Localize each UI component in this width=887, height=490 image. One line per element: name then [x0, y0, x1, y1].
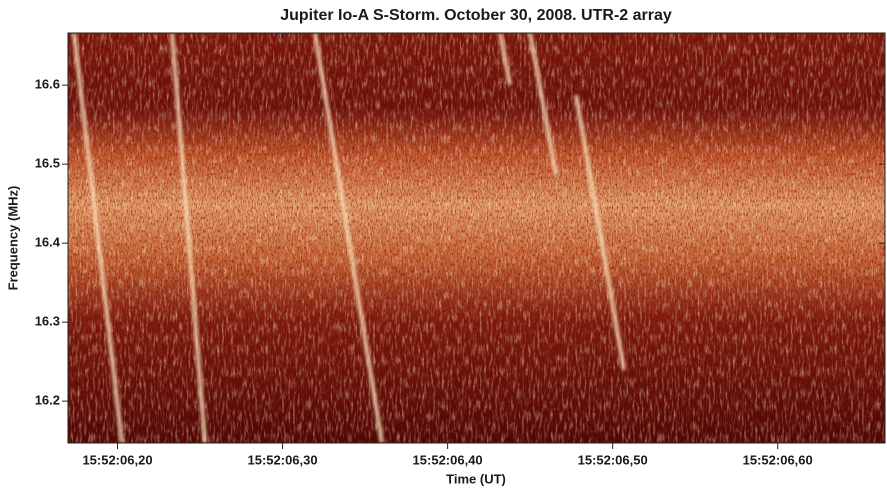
y-tick-label: 16.5: [35, 156, 60, 171]
x-tick-label: 15:52:06,30: [248, 452, 318, 467]
y-tick-label: 16.4: [35, 235, 61, 250]
x-tick-label: 15:52:06,50: [578, 452, 648, 467]
y-tick-label: 16.6: [35, 77, 60, 92]
x-axis-label: Time (UT): [446, 471, 506, 486]
y-tick-label: 16.2: [35, 393, 60, 408]
x-tick-label: 15:52:06,60: [743, 452, 813, 467]
spectrogram-image: [68, 33, 885, 443]
y-tick-label: 16.3: [35, 314, 60, 329]
y-axis-label: Frequency (MHz): [5, 186, 20, 291]
chart-title: Jupiter Io-A S-Storm. October 30, 2008. …: [280, 7, 672, 24]
plot-frame: [67, 32, 886, 444]
x-tick-label: 15:52:06,40: [413, 452, 483, 467]
x-tick-label: 15:52:06,20: [82, 452, 152, 467]
